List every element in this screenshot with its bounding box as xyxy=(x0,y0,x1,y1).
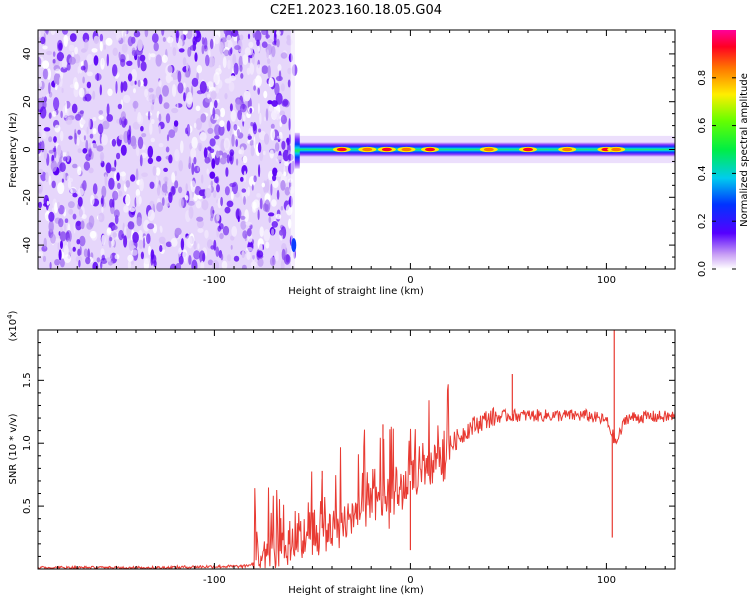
snr-frame xyxy=(37,329,676,570)
spectrogram-ylabel: Frequency (Hz) xyxy=(8,112,19,188)
snr-spikes xyxy=(321,330,615,551)
colorbar-tick-label: 0.8 xyxy=(697,70,708,86)
snr-x-tick-label: 100 xyxy=(597,575,616,586)
colorbar-tick-label: 0.2 xyxy=(697,213,708,229)
signal-peaks xyxy=(332,146,626,153)
colorbar-gradient xyxy=(712,30,736,269)
snr-multiplier: (x104) xyxy=(6,310,19,341)
snr-y-tick-label: 1.0 xyxy=(22,435,33,451)
spectrogram-xlabel: Height of straight line (km) xyxy=(288,286,424,297)
spectrogram-y-tick-label: 20 xyxy=(22,95,33,108)
spectrogram-y-tick-label: 0 xyxy=(22,146,33,152)
snr-multiplier-close: ) xyxy=(8,310,19,314)
chart-title: C2E1.2023.160.18.05.G04 xyxy=(270,3,442,18)
spectrogram-x-tick-label: 100 xyxy=(597,275,616,286)
colorbar-tick-label: 0.6 xyxy=(697,118,708,134)
spectrogram-y-tick-label: 40 xyxy=(22,48,33,61)
spectrogram-x-tick-label: -100 xyxy=(203,275,226,286)
colorbar-tick-label: 0.0 xyxy=(697,261,708,277)
snr-y-tick-label: 1.5 xyxy=(22,372,33,388)
spectrogram-x-tick-label: 0 xyxy=(407,275,413,286)
snr-series-line xyxy=(38,384,675,569)
snr-xlabel: Height of straight line (km) xyxy=(288,585,424,596)
snr-panel: -100 0 100 0.5 1.0 1.5 Height of straight lin… xyxy=(6,310,676,596)
noise-speckle xyxy=(38,30,298,269)
spectrogram-y-tick-label: -40 xyxy=(22,237,33,253)
snr-ylabel: SNR (10 * v/v) xyxy=(8,413,19,484)
snr-y-tick-label: 0.5 xyxy=(22,498,33,514)
colorbar: 0.0 0.2 0.4 0.6 0.8 Normalized spectral ampl… xyxy=(697,30,750,277)
spectrogram-y-tick-label: -20 xyxy=(22,189,33,205)
spectrogram-panel: -100 0 100 -40 -20 0 20 40 Height of straight l… xyxy=(8,29,676,297)
snr-x-tick-label: -100 xyxy=(203,575,226,586)
snr-multiplier-exp: 4 xyxy=(6,314,14,319)
snr-x-tick-label: 0 xyxy=(407,575,413,586)
snr-multiplier-base: (x10 xyxy=(8,319,19,342)
colorbar-label: Normalized spectral amplitude xyxy=(739,73,750,227)
colorbar-tick-label: 0.4 xyxy=(697,165,708,181)
